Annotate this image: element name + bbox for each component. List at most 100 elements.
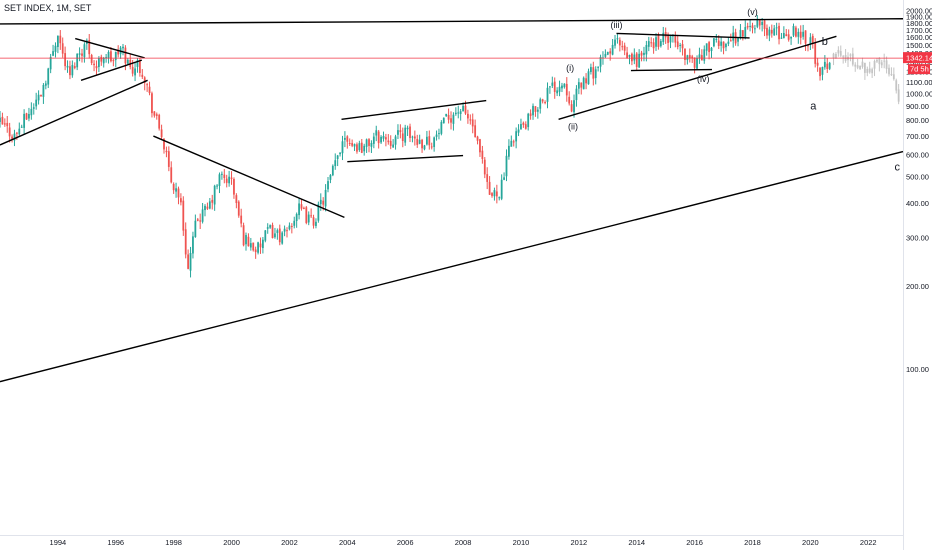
candle	[204, 205, 206, 211]
candle	[539, 99, 542, 109]
candle	[754, 28, 756, 30]
candle	[722, 41, 725, 49]
candle	[758, 19, 761, 26]
candle	[505, 155, 508, 177]
candle	[348, 142, 351, 144]
candle	[114, 51, 117, 61]
y-tick-label: 300.00	[906, 233, 929, 242]
candle	[240, 215, 243, 224]
candle	[230, 177, 233, 179]
candle	[78, 53, 81, 55]
wave-label: (v)	[747, 7, 758, 17]
candle	[606, 52, 609, 55]
candle	[370, 142, 373, 147]
countdown-tag-value: 7d 5h	[910, 65, 929, 74]
candle	[623, 45, 626, 51]
candle	[35, 99, 38, 107]
candle	[515, 131, 518, 142]
candle	[587, 71, 590, 85]
candle	[679, 44, 682, 46]
candle	[11, 136, 13, 139]
candle	[435, 134, 438, 137]
candle	[756, 19, 759, 27]
candle	[245, 235, 247, 245]
candle	[107, 51, 110, 59]
candle	[18, 128, 21, 135]
candle	[739, 29, 742, 38]
candle	[476, 136, 479, 141]
price-tag-box	[903, 52, 932, 64]
candle	[659, 41, 662, 47]
candle	[170, 167, 173, 183]
candle	[134, 68, 136, 76]
candle	[811, 35, 814, 44]
x-tick-label: 2014	[628, 538, 645, 547]
wave-label: c	[894, 162, 900, 174]
candle	[343, 137, 346, 140]
candle	[594, 69, 597, 79]
candle	[816, 62, 819, 66]
candle	[459, 111, 462, 114]
candle	[124, 47, 127, 64]
candle	[30, 108, 33, 116]
candle	[143, 77, 146, 84]
candle	[635, 53, 638, 67]
candle	[90, 55, 93, 63]
candle	[821, 67, 824, 75]
candle	[430, 146, 433, 148]
candle	[324, 189, 327, 207]
candle	[479, 139, 481, 153]
candle	[175, 188, 177, 192]
projection-candle	[897, 89, 900, 102]
candle	[52, 51, 54, 56]
projection-candle	[895, 80, 898, 91]
candle	[315, 221, 317, 226]
candle	[696, 57, 698, 69]
candle	[233, 178, 235, 195]
candle	[828, 62, 831, 69]
candle	[44, 83, 47, 86]
y-tick-label: 400.00	[906, 199, 929, 208]
candle	[83, 44, 86, 58]
candle	[561, 85, 563, 89]
candle	[329, 175, 332, 180]
candle	[302, 207, 305, 209]
candle	[356, 144, 358, 152]
candle	[464, 105, 467, 114]
candle	[146, 84, 149, 86]
candle	[242, 225, 245, 246]
candle	[382, 136, 385, 139]
candle	[508, 145, 510, 157]
candle	[705, 43, 708, 51]
candle	[819, 67, 821, 77]
candle	[216, 185, 218, 187]
projection-candle	[878, 58, 881, 65]
projection-candle	[883, 60, 886, 62]
candle	[196, 219, 199, 221]
candle	[368, 139, 370, 146]
projection-candle	[861, 61, 864, 67]
candle	[826, 63, 829, 70]
candle	[319, 199, 322, 205]
candle	[577, 82, 580, 89]
candle	[802, 31, 805, 37]
candle	[1, 116, 4, 125]
candle	[160, 129, 163, 138]
candle	[276, 230, 279, 233]
candle	[360, 142, 363, 153]
candle	[483, 159, 486, 175]
candle	[541, 99, 544, 102]
candle	[785, 34, 788, 37]
candle	[351, 143, 354, 146]
candle	[102, 58, 105, 64]
candle	[524, 124, 527, 129]
candle	[288, 225, 291, 230]
x-tick-label: 1998	[165, 538, 182, 547]
candle	[269, 225, 272, 228]
projection-candle	[866, 68, 869, 73]
candle	[592, 67, 595, 79]
projection-candle	[839, 51, 842, 56]
candle	[727, 41, 730, 44]
